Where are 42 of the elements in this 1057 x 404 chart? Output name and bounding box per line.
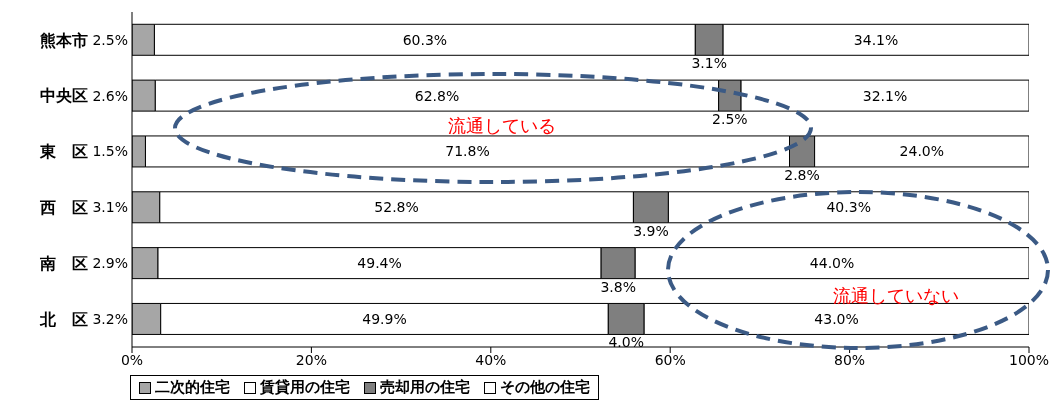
- data-label: 24.0%: [899, 143, 945, 160]
- data-label: 2.9%: [92, 255, 128, 272]
- y-tick-label: 北 区: [39, 309, 88, 329]
- data-label: 60.3%: [402, 31, 448, 48]
- y-tick-label: 中央区: [40, 86, 88, 106]
- y-tick-label: 東 区: [39, 142, 88, 162]
- legend-label: その他の住宅: [499, 378, 590, 397]
- data-label: 34.1%: [853, 31, 899, 48]
- y-tick-label: 西 区: [39, 198, 88, 218]
- data-label: 3.1%: [691, 55, 728, 72]
- data-label: 32.1%: [862, 87, 908, 104]
- data-label: 3.9%: [633, 222, 669, 239]
- x-tick-label: 60%: [654, 351, 686, 368]
- data-label: 2.6%: [92, 87, 128, 104]
- annotation: 流通している: [448, 115, 556, 136]
- data-label: 2.5%: [712, 111, 748, 128]
- data-label: 1.5%: [92, 143, 128, 160]
- legend-label: 賃貸用の住宅: [259, 378, 350, 397]
- data-label: 71.8%: [445, 143, 490, 160]
- data-label: 40.3%: [826, 199, 871, 216]
- data-label: 62.8%: [414, 87, 460, 104]
- data-label: 3.1%: [92, 199, 128, 216]
- y-tick-label: 熊本市: [40, 30, 88, 50]
- data-label: 2.5%: [92, 31, 128, 48]
- x-tick-label: 20%: [295, 351, 327, 368]
- data-label: 3.2%: [92, 310, 128, 327]
- data-label: 44.0%: [809, 255, 855, 272]
- data-label: 52.8%: [374, 199, 419, 216]
- annotation: 流通していない: [833, 285, 959, 306]
- x-tick-label: 40%: [475, 351, 507, 368]
- legend-label: 二次的住宅: [154, 378, 230, 397]
- y-tick-label: 南 区: [39, 253, 88, 273]
- x-tick-label: 100%: [1008, 351, 1050, 368]
- data-label: 49.9%: [362, 310, 407, 327]
- x-tick-label: 0%: [120, 351, 144, 368]
- data-label: 43.0%: [814, 310, 859, 327]
- data-label: 4.0%: [608, 334, 645, 351]
- legend-label: 売却用の住宅: [379, 378, 470, 397]
- data-label: 2.8%: [784, 166, 820, 183]
- data-label: 49.4%: [357, 255, 402, 272]
- data-label: 3.8%: [600, 278, 636, 295]
- x-tick-label: 80%: [834, 351, 866, 368]
